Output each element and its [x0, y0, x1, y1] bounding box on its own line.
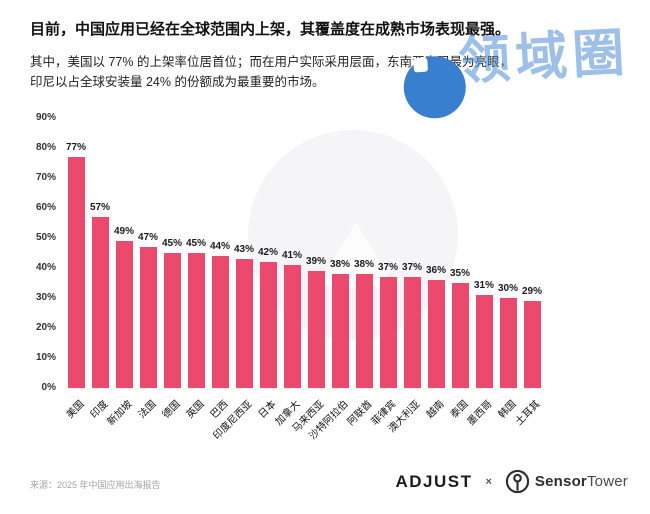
plot-area: 77% 美国 57% 印度 49% 新加坡 47% 法国 45% 德国 45% 英国 44% 巴西 43% 印… [64, 118, 544, 442]
x-axis-label: 土耳其 [513, 398, 543, 428]
bar [523, 301, 541, 388]
bar-value-label: 47% [137, 232, 159, 243]
bar-value-label: 45% [161, 238, 183, 249]
bar-value-label: 43% [233, 244, 255, 255]
bar-group: 42% 日本 [256, 118, 280, 421]
bar [427, 280, 445, 388]
bar [235, 259, 253, 388]
bar [211, 256, 229, 388]
bar [331, 274, 349, 388]
subtitle-line-2: 印尼以占全球安装量 24% 的份额成为最重要的市场。 [30, 74, 325, 89]
collaboration-x-icon: × [485, 475, 492, 488]
bar-value-label: 38% [353, 259, 375, 270]
bar [475, 295, 493, 388]
source-note: 来源：2025 年中国应用出海报告 [30, 480, 161, 490]
bar [403, 277, 421, 388]
bar [307, 271, 325, 388]
subtitle-line-1: 其中，美国以 77% 的上架率位居首位；而在用户实际采用层面，东南亚表现最为亮眼… [30, 54, 512, 69]
bar [451, 283, 469, 388]
bar-group: 44% 巴西 [208, 118, 232, 421]
adjust-logo: ADJUST [395, 471, 473, 491]
header: 目前，中国应用已经在全球范围内上架，其覆盖度在成熟市场表现最强。 其中，美国以 … [30, 20, 610, 92]
bar [139, 247, 157, 388]
bar-group: 37% 菲律宾 [370, 118, 400, 428]
bar-value-label: 30% [497, 283, 519, 294]
bar-group: 49% 新加坡 [106, 118, 136, 428]
bar-chart: 90% 80% 70% 60% 50% 40% 30% 20% 10% 0% 77% 美国 57% 印度… [0, 108, 650, 464]
x-axis-label: 美国 [64, 398, 87, 421]
bar-value-label: 45% [185, 238, 207, 249]
bar-group: 41% 加拿大 [274, 118, 304, 428]
bar [259, 262, 277, 388]
bar-group: 38% 沙特阿拉伯 [307, 118, 352, 442]
bar-group: 38% 阿联酋 [346, 118, 376, 428]
bar-value-label: 49% [113, 226, 135, 237]
bar-group: 57% 印度 [88, 118, 112, 421]
sensortower-wordmark: SensorTower [535, 473, 628, 490]
footer-logos: ADJUST × SensorTower [395, 469, 628, 494]
y-axis-tick-label: 0% [41, 382, 56, 393]
sensortower-icon [505, 469, 530, 494]
bar-group: 29% 土耳其 [514, 118, 544, 428]
bar-group: 35% 泰国 [448, 118, 472, 421]
page-title: 目前，中国应用已经在全球范围内上架，其覆盖度在成熟市场表现最强。 [30, 21, 511, 38]
bar-value-label: 57% [89, 202, 111, 213]
bar-group: 77% 美国 [64, 118, 88, 421]
x-axis-label: 新加坡 [105, 398, 135, 428]
bar-value-label: 37% [401, 262, 423, 273]
y-axis-tick-label: 30% [35, 292, 56, 303]
bar-value-label: 38% [329, 259, 351, 270]
bar-group: 31% 墨西哥 [466, 118, 496, 428]
x-axis-label: 法国 [136, 398, 159, 421]
bar-value-label: 35% [449, 268, 471, 279]
y-axis-tick-label: 20% [35, 322, 56, 333]
x-axis-label: 德国 [160, 398, 183, 421]
sensortower-logo: SensorTower [505, 469, 628, 494]
y-axis-tick-label: 40% [35, 262, 56, 273]
bar-group: 43% 印度尼西亚 [211, 118, 256, 442]
bar-value-label: 42% [257, 247, 279, 258]
y-axis-tick-label: 80% [35, 142, 56, 153]
bar-value-label: 31% [473, 280, 495, 291]
sensortower-word-sensor: Sensor [534, 473, 587, 490]
bar-value-label: 77% [65, 142, 87, 153]
bar [379, 277, 397, 388]
bar [355, 274, 373, 388]
bar-group: 45% 德国 [160, 118, 184, 421]
x-axis-label: 越南 [424, 398, 447, 421]
bar-value-label: 41% [281, 250, 303, 261]
bar-value-label: 37% [377, 262, 399, 273]
bar [187, 253, 205, 388]
y-axis-tick-label: 70% [35, 172, 56, 183]
bar-group: 39% 马来西亚 [291, 118, 328, 435]
bar-value-label: 39% [305, 256, 327, 267]
y-axis: 90% 80% 70% 60% 50% 40% 30% 20% 10% 0% [0, 112, 56, 393]
bar-value-label: 44% [209, 241, 231, 252]
bar [283, 265, 301, 388]
bar [499, 298, 517, 388]
bar [115, 241, 133, 388]
chart-background-watermark-icon [248, 130, 458, 340]
bar-value-label: 36% [425, 265, 447, 276]
y-axis-tick-label: 60% [35, 202, 56, 213]
bar [91, 217, 109, 388]
bar-value-label: 29% [521, 286, 543, 297]
y-axis-tick-label: 90% [35, 112, 56, 123]
bar [67, 157, 85, 388]
x-axis-label: 墨西哥 [465, 398, 495, 428]
sensortower-word-tower: Tower [586, 473, 628, 490]
y-axis-tick-label: 50% [35, 232, 56, 243]
x-axis-label: 阿联酋 [345, 398, 375, 428]
bar-group: 37% 澳大利亚 [387, 118, 424, 435]
bar-group: 30% 韩国 [496, 118, 520, 421]
bar-group: 45% 英国 [184, 118, 208, 421]
y-axis-tick-label: 10% [35, 352, 56, 363]
bar [163, 253, 181, 388]
bar-group: 47% 法国 [136, 118, 160, 421]
bar-group: 36% 越南 [424, 118, 448, 421]
x-axis-label: 英国 [184, 398, 207, 421]
